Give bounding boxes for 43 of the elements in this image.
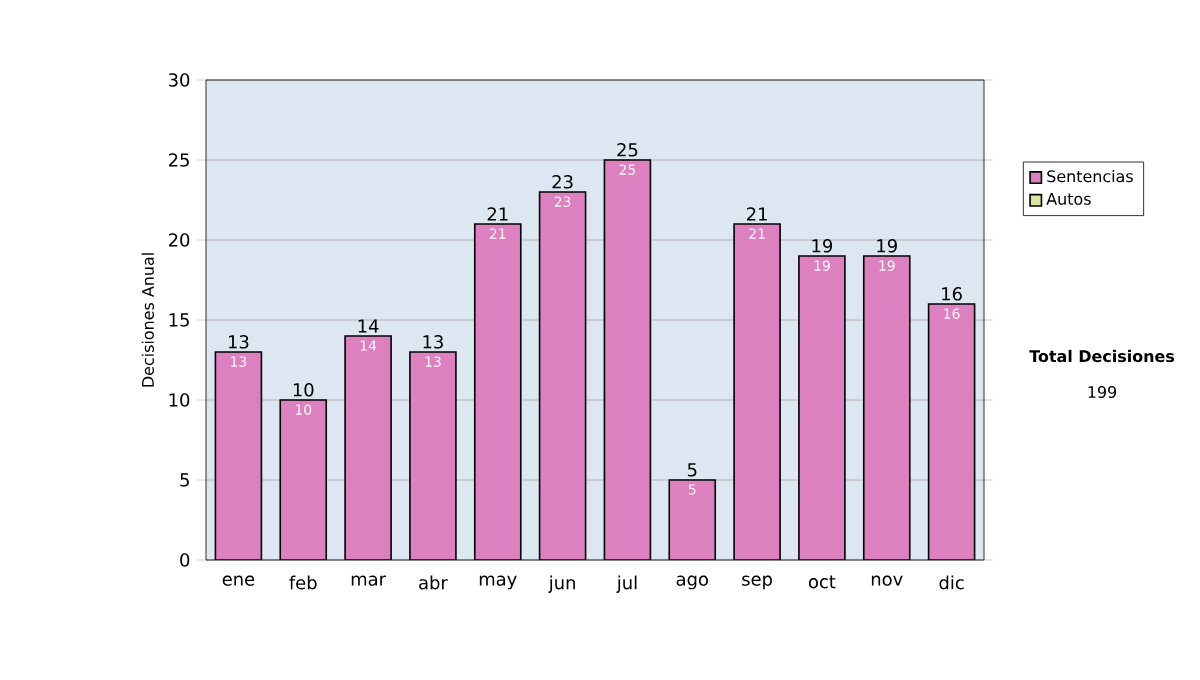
bar: [863, 256, 910, 560]
x-tick-label: ene: [222, 575, 255, 586]
x-tick-label: sep: [742, 575, 772, 590]
x-tick-label: nov: [871, 575, 903, 586]
bar: [345, 336, 392, 560]
x-tick-label: mar: [351, 575, 387, 586]
x-tick-label: may: [479, 575, 517, 590]
bar: [927, 303, 976, 560]
y-tick-label: 30: [169, 73, 190, 87]
x-tick-label: abr: [419, 575, 448, 590]
total-label: 19: [812, 239, 833, 253]
total-label: 13: [423, 335, 443, 349]
total-label: 16: [942, 287, 962, 301]
y-tick-label: 5: [180, 473, 189, 487]
bar: [215, 352, 262, 560]
total-label: 14: [358, 319, 379, 333]
x-tick-label: jun: [548, 575, 575, 593]
x-tick-label: oct: [808, 575, 836, 589]
total-label: 5: [687, 463, 697, 477]
total-label: 21: [487, 207, 508, 221]
y-tick-label: 20: [168, 233, 190, 247]
bar: [539, 192, 586, 560]
total-label: 21: [746, 207, 767, 221]
y-tick-label: 25: [168, 153, 189, 167]
y-tick-label: 15: [169, 313, 189, 327]
total-label: 13: [228, 335, 249, 349]
x-tick-label: ago: [676, 575, 708, 590]
total-label: 10: [293, 383, 314, 397]
bar: [604, 160, 651, 560]
bar: [409, 352, 456, 560]
bar: [734, 224, 781, 560]
total-label: 19: [877, 239, 897, 253]
y-tick-label: 0: [180, 553, 190, 567]
y-tick-label: 10: [169, 393, 190, 407]
x-tick-label: jul: [616, 575, 637, 593]
total-label: 25: [617, 143, 638, 157]
bar: [280, 400, 327, 560]
bar: [798, 256, 845, 560]
bar: [669, 480, 716, 560]
total-label: 23: [552, 175, 573, 189]
x-tick-label: dic: [939, 575, 964, 590]
x-tick-label: feb: [289, 575, 317, 590]
bar: [474, 224, 521, 560]
